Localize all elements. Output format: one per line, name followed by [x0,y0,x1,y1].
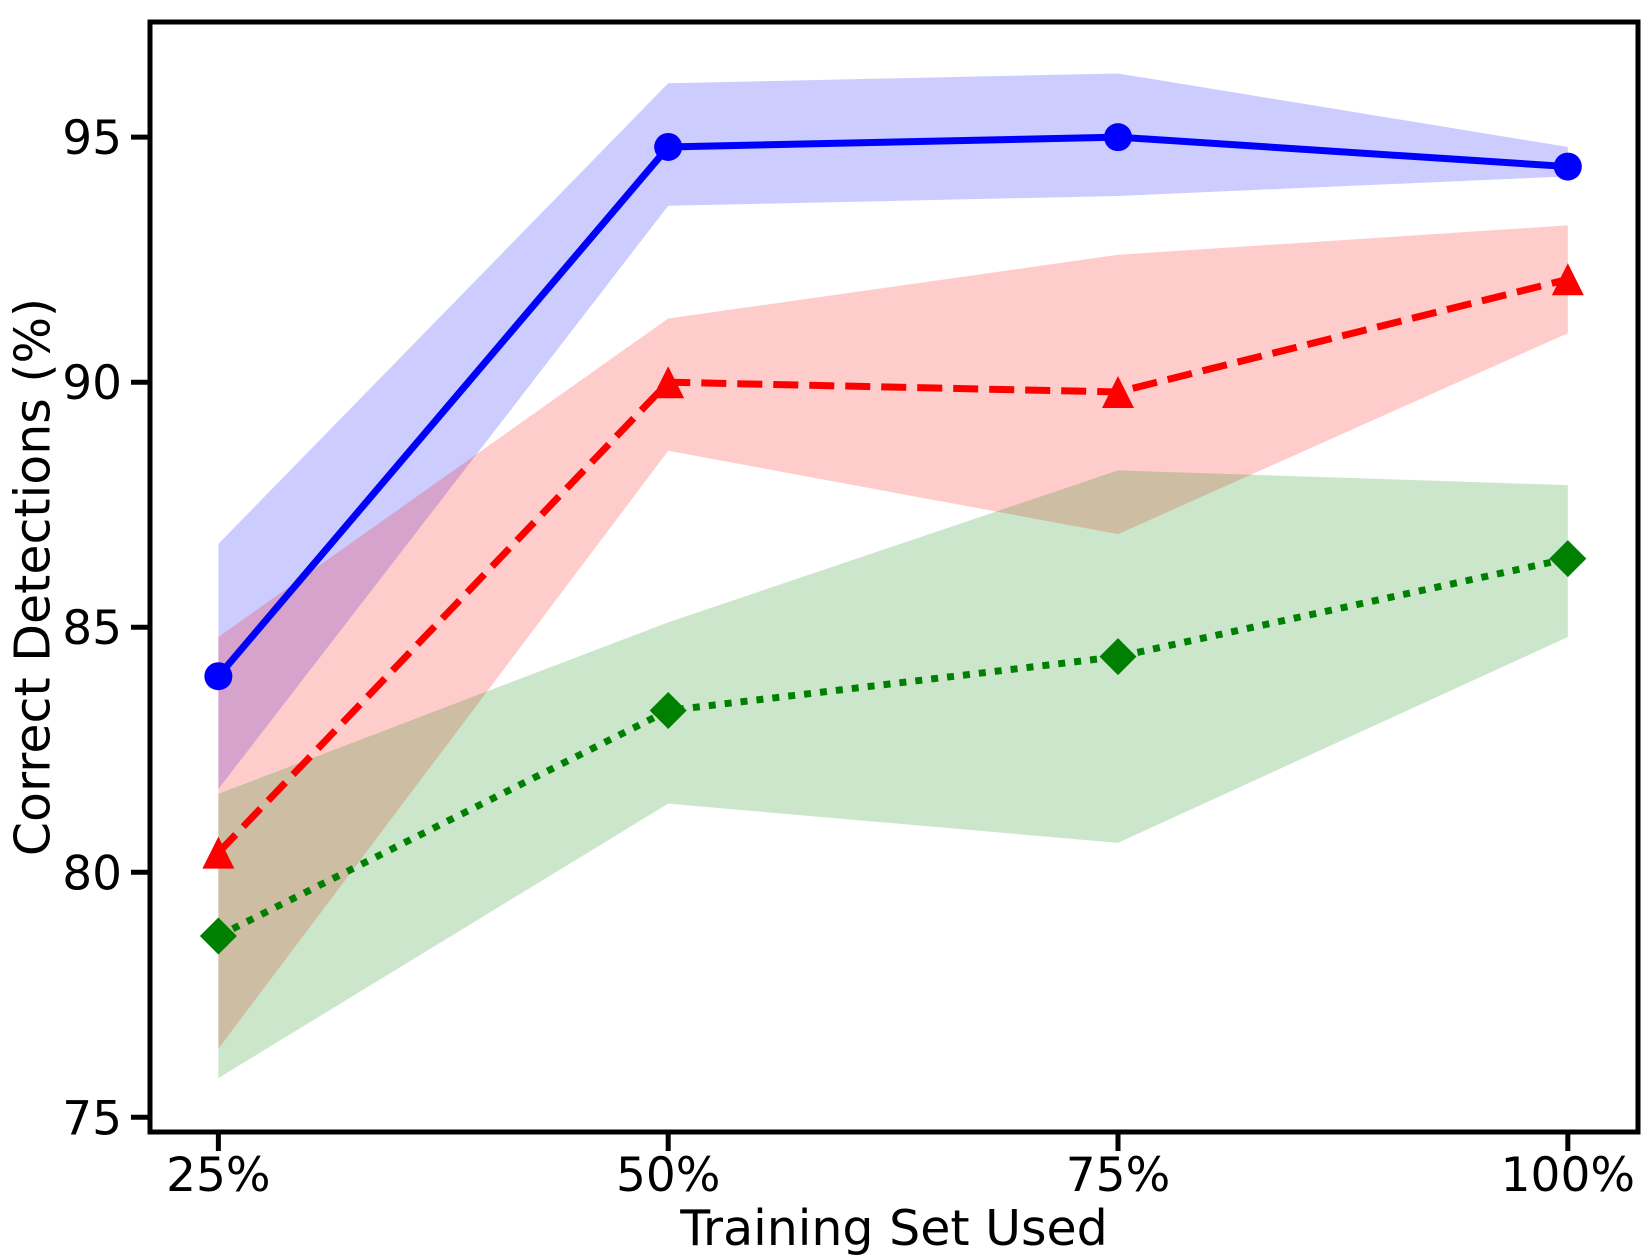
confidence-band-red-dashed-triangle [218,225,1568,1049]
marker-red-dashed-triangle-75% [1102,376,1135,408]
marker-blue-solid-circle-50% [654,132,683,161]
marker-blue-solid-circle-100% [1553,152,1582,181]
confidence-band-blue-solid-circle [218,73,1568,789]
marker-red-dashed-triangle-25% [202,836,235,869]
x-axis-title: Training Set Used [680,1200,1108,1257]
series-line-blue-solid-circle [215,133,1569,679]
marker-blue-solid-circle-25% [204,662,233,691]
marker-red-dashed-triangle-50% [652,366,685,399]
plot-border [147,19,1641,1135]
marker-green-dotted-diamond-50% [649,692,687,730]
y-tick-label-90: 90 [62,356,122,411]
series-line-green-dotted-diamond [216,555,1569,940]
y-axis-title: Correct Detections (%) [4,297,62,857]
x-tick-label-50%: 50% [616,1148,720,1203]
y-tick-label-80: 80 [62,846,122,901]
marker-green-dotted-diamond-100% [1549,540,1587,578]
marker-green-dotted-diamond-75% [1099,638,1137,676]
marker-red-dashed-triangle-100% [1551,263,1584,296]
x-tick-label-25%: 25% [166,1148,270,1203]
x-tick-label-75%: 75% [1066,1148,1170,1203]
x-tick-label-100%: 100% [1501,1148,1635,1203]
series-line-red-dashed-triangle [215,275,1569,856]
y-tick-label-75: 75 [62,1091,122,1146]
y-tick-label-85: 85 [62,601,122,656]
marker-blue-solid-circle-75% [1104,123,1133,152]
marker-green-dotted-diamond-25% [199,917,237,955]
y-tick-label-95: 95 [62,111,122,166]
confidence-band-green-dotted-diamond [218,470,1568,1079]
